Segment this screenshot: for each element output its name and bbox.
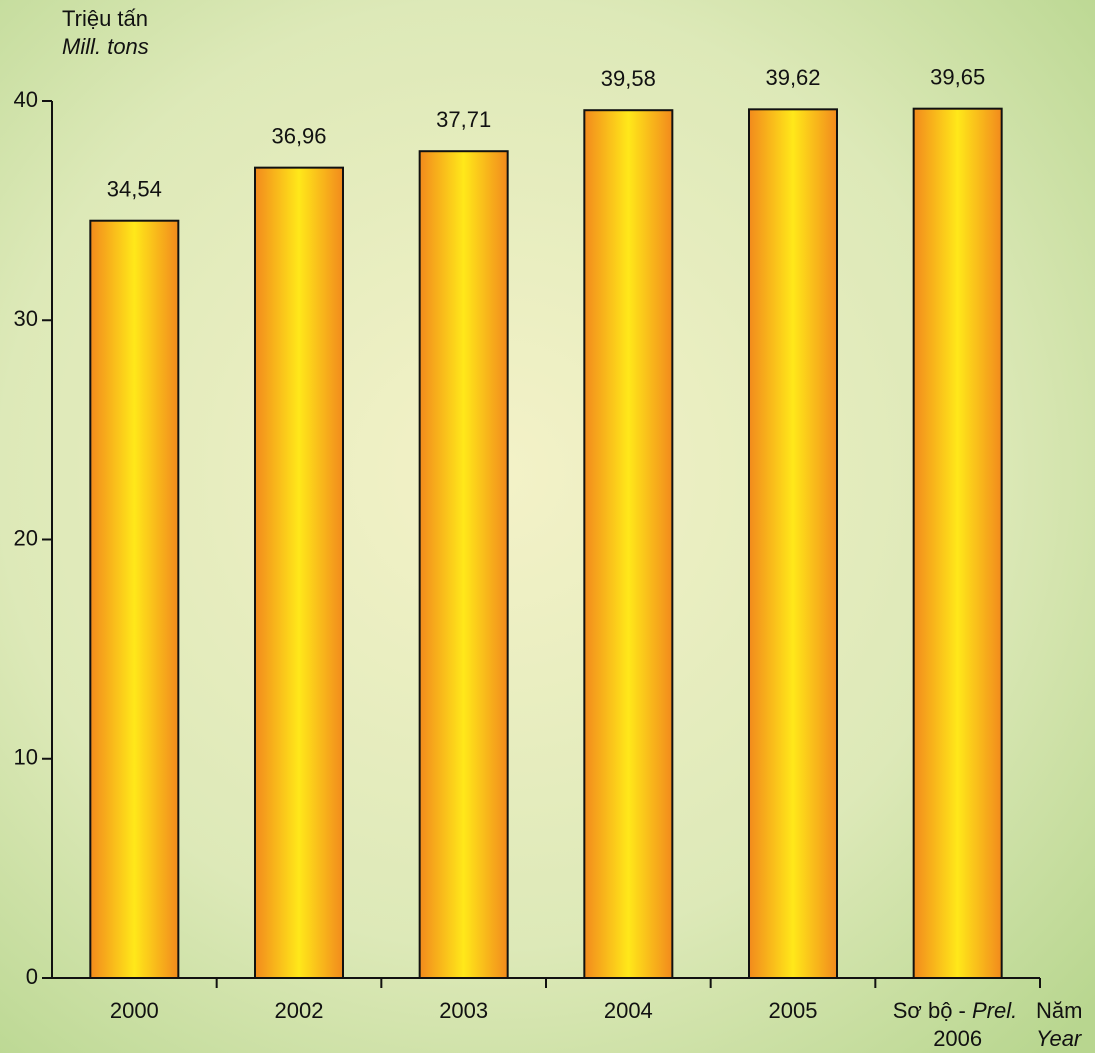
- y-tick-label: 20: [14, 525, 38, 550]
- prelim-label: Sơ bộ - Prel.: [893, 998, 1018, 1023]
- x-tick-label: 2004: [604, 998, 653, 1023]
- value-label: 39,58: [601, 66, 656, 91]
- bar: [748, 108, 838, 980]
- bar: [912, 107, 1003, 979]
- bar: [254, 166, 344, 980]
- x-tick-label: 2006: [933, 1026, 982, 1051]
- x-tick-label: 2003: [439, 998, 488, 1023]
- value-label: 37,71: [436, 107, 491, 132]
- bar: [583, 109, 674, 980]
- x-tick-label: 2005: [769, 998, 818, 1023]
- value-label: 34,54: [107, 177, 162, 202]
- y-tick-label: 40: [14, 87, 38, 112]
- prelim-label-en: Prel.: [972, 998, 1017, 1023]
- bar: [89, 219, 180, 979]
- y-tick-label: 30: [14, 306, 38, 331]
- value-label: 36,96: [271, 123, 326, 148]
- value-label: 39,62: [765, 65, 820, 90]
- value-label: 39,65: [930, 64, 985, 89]
- prelim-label-vi: Sơ bộ -: [893, 998, 966, 1023]
- bar: [418, 150, 509, 979]
- y-tick-label: 0: [26, 964, 38, 989]
- x-tick-label: 2000: [110, 998, 159, 1023]
- x-tick-label: 2002: [275, 998, 324, 1023]
- x-axis-label: Năm: [1036, 998, 1082, 1023]
- y-tick-label: 10: [14, 745, 38, 770]
- y-axis-label: Triệu tấn: [62, 6, 148, 31]
- y-axis-label-en: Mill. tons: [62, 34, 149, 59]
- x-axis-label-en: Year: [1036, 1026, 1083, 1051]
